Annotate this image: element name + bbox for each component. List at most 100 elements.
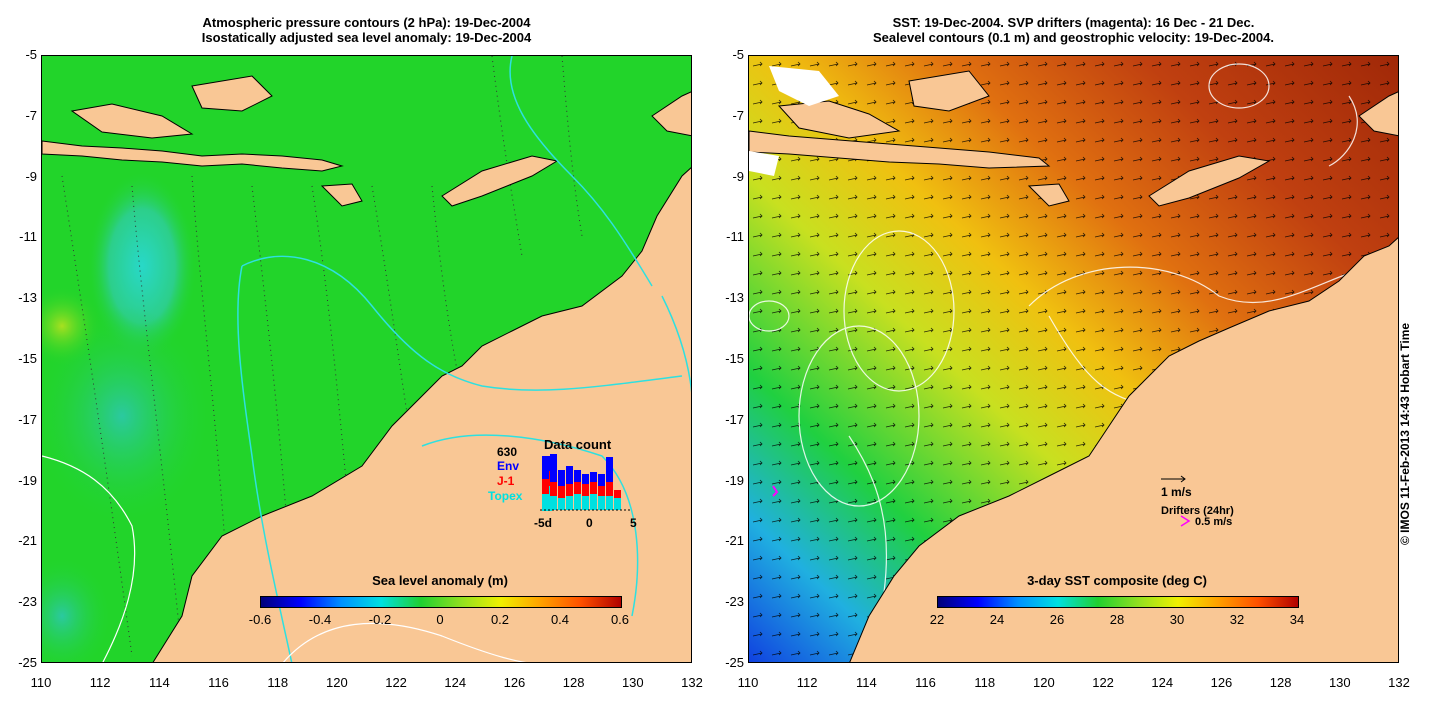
inset-xtick-1: 0 (586, 516, 593, 530)
left-cbar-tick-3: 0 (436, 612, 444, 627)
inset-xtick-0: -5d (534, 516, 552, 530)
right-cbar-tick-6: 34 (1289, 612, 1305, 627)
right-xtick: 118 (974, 675, 996, 690)
drifter-label: Drifters (24hr) (1161, 505, 1234, 517)
right-colorbar (937, 596, 1299, 608)
right-ytick: -15 (725, 351, 744, 366)
island-north-2 (908, 70, 990, 112)
right-ytick: -5 (732, 47, 744, 62)
right-ytick: -13 (725, 290, 744, 306)
left-xtick: 110 (30, 675, 52, 690)
left-ytick: -7 (25, 107, 37, 123)
island-north-1 (777, 100, 901, 139)
inset-legend-topex: Topex (488, 489, 523, 503)
timor-land (1148, 155, 1271, 207)
left-map-svg (42, 56, 691, 662)
right-colorbar-title: 3-day SST composite (deg C) (1027, 573, 1207, 588)
island-north-2 (191, 75, 273, 112)
left-xtick: 122 (385, 675, 407, 690)
right-ytick: -7 (732, 107, 744, 123)
right-xtick: 116 (915, 675, 936, 690)
australia-land (152, 167, 691, 662)
left-xtick: 114 (148, 675, 170, 690)
right-cbar-tick-2: 26 (1049, 612, 1065, 627)
right-xtick: 110 (737, 675, 759, 690)
pressure-contours (61, 56, 583, 657)
drifter-scale-symbol (1180, 515, 1191, 527)
right-map-svg (749, 56, 1398, 662)
left-cbar-tick-0: -0.6 (248, 612, 272, 627)
right-xtick: 112 (796, 675, 818, 690)
left-ytick: -21 (18, 533, 37, 549)
right-xtick: 124 (1151, 675, 1174, 690)
island-north-1 (70, 103, 194, 139)
island-north-3 (651, 91, 691, 137)
right-xtick: 132 (1388, 675, 1410, 690)
cloud-patch-2 (749, 151, 779, 176)
left-xtick: 132 (681, 675, 703, 690)
left-xtick: 126 (503, 675, 526, 690)
island-north-3 (1358, 91, 1398, 137)
left-title-line1: Atmospheric pressure contours (2 hPa): 1… (202, 15, 531, 30)
left-ytick: -23 (18, 594, 37, 610)
left-ytick: -15 (18, 351, 37, 366)
left-title-line2: Isostatically adjusted sea level anomaly… (201, 30, 532, 45)
right-cbar-tick-0: 22 (929, 612, 945, 627)
right-ytick: -25 (725, 655, 744, 670)
right-ytick: -11 (726, 229, 744, 245)
right-cbar-tick-3: 28 (1109, 612, 1125, 627)
left-ytick: -5 (25, 47, 37, 62)
right-cbar-tick-5: 32 (1229, 612, 1245, 627)
right-cbar-tick-4: 30 (1169, 612, 1185, 627)
sealevel-contours (749, 63, 1370, 662)
left-xtick: 124 (444, 675, 467, 690)
inset-total: 630 (497, 445, 518, 459)
velocity-scale-arrow (1161, 475, 1186, 483)
inset-title: Data count (544, 437, 612, 452)
java-land (42, 140, 344, 172)
left-xtick: 118 (267, 675, 289, 690)
right-ytick: -23 (725, 594, 744, 610)
right-xtick: 128 (1269, 675, 1292, 690)
right-ytick: -21 (725, 533, 744, 549)
imos-watermark: © IMOS 11-Feb-2013 14:43 Hobart Time (1398, 322, 1412, 545)
cloud-patch (769, 66, 839, 106)
left-xtick: 116 (208, 675, 229, 690)
right-xtick: 122 (1092, 675, 1114, 690)
australia-land (849, 237, 1398, 662)
left-ytick: -9 (25, 168, 37, 184)
inset-xtick-2: 5 (630, 516, 637, 530)
left-xtick: 130 (621, 675, 644, 690)
right-cbar-tick-1: 24 (989, 612, 1005, 627)
teal-anomaly-blob (42, 306, 212, 526)
high-anomaly-blob (42, 286, 102, 366)
velocity-scale-label: 1 m/s (1161, 485, 1192, 499)
timor-land (441, 155, 559, 207)
teal-anomaly-blob-south (42, 556, 112, 662)
left-ytick: -13 (18, 290, 37, 306)
left-cbar-tick-6: 0.6 (610, 612, 630, 627)
svp-drifter-track (772, 485, 779, 497)
java-land (749, 130, 1051, 169)
left-xtick: 112 (89, 675, 111, 690)
sumba-land (1027, 183, 1070, 207)
sst-map[interactable]: 1 m/s Drifters (24hr) 0.5 m/s 3-day SST … (748, 55, 1399, 663)
right-xtick: 130 (1328, 675, 1351, 690)
left-ytick: -19 (18, 472, 37, 488)
left-colorbar-title: Sea level anomaly (m) (372, 573, 508, 588)
right-ytick: -9 (732, 168, 744, 184)
right-ytick: -19 (725, 472, 744, 488)
inset-legend-j1: J-1 (497, 474, 515, 488)
right-xtick: 126 (1210, 675, 1233, 690)
right-xtick: 120 (1033, 675, 1055, 690)
inset-legend-env: Env (497, 459, 520, 473)
sea-level-contours-white (42, 455, 527, 662)
sea-level-anomaly-map[interactable]: Data count 630 Env J-1 Topex -5d 0 5 Sea… (41, 55, 692, 663)
left-cbar-tick-1: -0.4 (308, 612, 332, 627)
left-colorbar (260, 596, 622, 608)
left-cbar-tick-2: -0.2 (368, 612, 392, 627)
right-xtick: 114 (855, 675, 877, 690)
right-map-title: SST: 19-Dec-2004. SVP drifters (magenta)… (748, 15, 1399, 45)
sumba-land (320, 183, 363, 207)
left-cbar-tick-4: 0.2 (490, 612, 510, 627)
